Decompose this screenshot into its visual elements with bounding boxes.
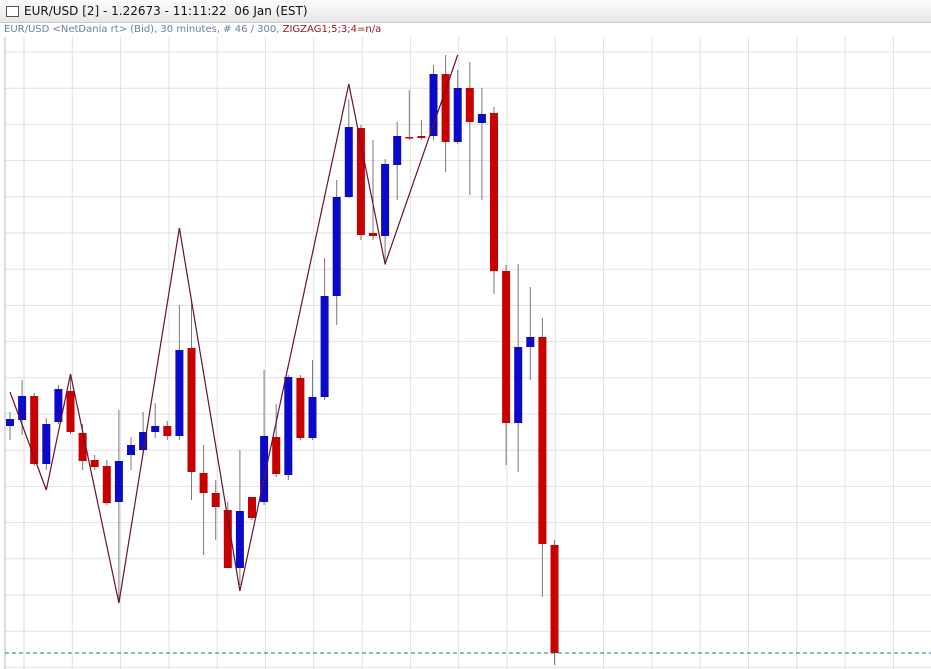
zigzag-segment (9, 391, 47, 491)
candle-body (296, 378, 305, 438)
candle-body (356, 128, 365, 235)
candle-body (272, 437, 281, 474)
candle-body (441, 74, 450, 142)
zigzag-segment (239, 83, 350, 592)
candle-body (490, 113, 498, 271)
zigzag-segment (45, 373, 72, 491)
candle-body (42, 424, 51, 464)
candle-body (308, 397, 317, 438)
candle-body (139, 432, 148, 450)
candle-body (90, 460, 99, 467)
candle-body (151, 426, 160, 432)
candle-body (284, 377, 293, 475)
candle-body (332, 197, 341, 296)
candle-body (344, 127, 353, 197)
candle-body (417, 136, 426, 138)
zigzag-segment (384, 54, 459, 265)
candle-body (223, 510, 232, 568)
candle-body (102, 466, 111, 503)
candle-body (369, 233, 377, 236)
header-bar: EUR/USD [2] - 1.22673 - 11:11:22 06 Jan … (0, 0, 931, 23)
candle-body (54, 389, 63, 422)
candle-body (453, 88, 462, 142)
subtitle: EUR/USD <NetDania rt> (Bid), 30 minutes,… (4, 24, 280, 35)
candle-body (514, 347, 523, 423)
candle-body (211, 493, 220, 507)
candle-body (30, 396, 39, 464)
candle-body (78, 433, 87, 461)
indicator-label: ZIGZAG1;5;3;4=n/a (282, 24, 382, 35)
candle-body (6, 419, 14, 426)
candle-body (320, 296, 329, 397)
candle-body (538, 337, 547, 544)
candle-body (465, 88, 474, 122)
candle-body (393, 136, 402, 165)
candle-body (526, 337, 535, 347)
zigzag-segment (348, 83, 386, 265)
chart-title: EUR/USD [2] - 1.22673 - 11:11:22 06 Jan … (24, 4, 308, 18)
zigzag-segment (69, 373, 120, 604)
chart (4, 37, 931, 669)
candle-body (502, 271, 511, 423)
candle-body (260, 436, 269, 502)
candle-body (248, 497, 256, 518)
candle-body (235, 511, 244, 568)
candle-body (199, 473, 208, 493)
candle-body (187, 348, 196, 472)
candle-body (175, 350, 184, 436)
candle-body (163, 426, 172, 436)
candle-body (18, 396, 27, 420)
candle-body (550, 545, 559, 653)
candle-body (114, 461, 123, 502)
candle-body (127, 445, 135, 455)
window-icon (6, 6, 19, 17)
zigzag-segment (118, 227, 180, 604)
candle-body (381, 164, 390, 236)
zigzag-segment (178, 227, 241, 592)
candle-body (429, 74, 438, 136)
subtitle-line: EUR/USD <NetDania rt> (Bid), 30 minutes,… (4, 24, 381, 35)
candle-body (477, 114, 486, 123)
candle-body (405, 137, 414, 139)
candle-body (66, 391, 75, 432)
